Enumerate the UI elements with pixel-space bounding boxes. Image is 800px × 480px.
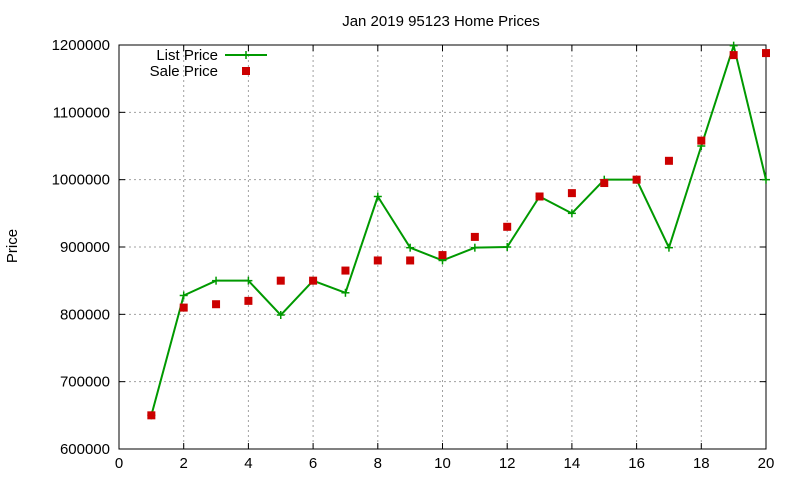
x-tick-label: 12 xyxy=(499,455,516,472)
x-tick-label: 20 xyxy=(758,455,775,472)
grid xyxy=(119,45,766,449)
y-axis-label: Price xyxy=(4,229,21,263)
sale-price-point xyxy=(632,175,641,184)
chart-title: Jan 2019 95123 Home Prices xyxy=(342,13,540,30)
legend-cross-swatch xyxy=(242,51,250,59)
x-tick-label: 16 xyxy=(628,455,645,472)
y-tick-label: 1000000 xyxy=(52,172,110,189)
sale-price-point xyxy=(729,51,738,60)
list-price-point xyxy=(373,192,382,201)
x-tick-label: 2 xyxy=(180,455,188,472)
list-price-point xyxy=(212,276,221,285)
list-price-point xyxy=(762,175,770,184)
x-tick-label: 4 xyxy=(244,455,252,472)
sale-price-point xyxy=(244,296,253,305)
sale-price-point xyxy=(276,276,285,285)
series-1 xyxy=(147,49,770,420)
sale-price-point xyxy=(212,300,221,309)
x-tick-label: 18 xyxy=(693,455,710,472)
list-price-point xyxy=(729,41,738,50)
x-tick-label: 8 xyxy=(374,455,382,472)
y-tick-label: 700000 xyxy=(60,374,110,391)
list-price-point xyxy=(567,209,576,218)
sale-price-point xyxy=(147,411,156,420)
sale-price-point xyxy=(309,276,318,285)
sale-price-point xyxy=(503,222,512,231)
sale-price-point xyxy=(567,189,576,198)
list-price-point xyxy=(179,291,188,300)
sale-price-point xyxy=(697,136,706,145)
x-tick-label: 6 xyxy=(309,455,317,472)
sale-price-point xyxy=(600,179,609,188)
x-tick-label: 10 xyxy=(434,455,451,472)
sale-price-point xyxy=(406,256,415,265)
y-tick-label: 900000 xyxy=(60,239,110,256)
series-layer xyxy=(147,41,770,420)
y-tick-label: 1100000 xyxy=(53,104,110,121)
list-price-point xyxy=(470,243,479,252)
sale-price-point xyxy=(373,256,382,265)
x-tick-label: 0 xyxy=(115,455,123,472)
list-price-point xyxy=(664,243,673,252)
list-price-point xyxy=(503,243,512,251)
sale-price-point xyxy=(341,266,350,275)
sale-price-point xyxy=(179,303,188,312)
list-price-point xyxy=(341,288,350,297)
series-0 xyxy=(147,41,770,420)
sale-price-point xyxy=(470,232,479,241)
sale-price-point xyxy=(762,49,770,58)
y-tick-label: 1200000 xyxy=(52,37,110,54)
list-price-point xyxy=(244,276,253,285)
list-price-point xyxy=(276,311,285,320)
tick-labels: 0 2 4 6 8 10 12 14 16 18 20 600000 700000 800000 90000… xyxy=(52,37,775,472)
sale-price-point xyxy=(535,192,544,201)
y-tick-label: 800000 xyxy=(60,306,110,323)
sale-price-point xyxy=(438,251,447,260)
legend-square-swatch xyxy=(242,67,250,75)
y-tick-label: 600000 xyxy=(60,441,110,458)
x-tick-label: 14 xyxy=(564,455,581,472)
list-price-line xyxy=(150,44,767,416)
list-price-point xyxy=(406,243,415,252)
sale-price-point xyxy=(664,156,673,165)
legend-label-0: List Price xyxy=(156,47,218,64)
legend-label-1: Sale Price xyxy=(150,63,218,80)
